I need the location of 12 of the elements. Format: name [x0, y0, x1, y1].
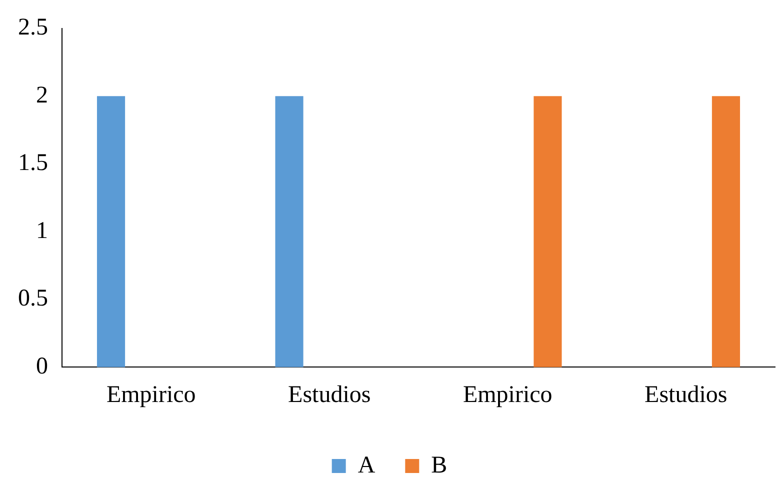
y-tick-label: 2.5	[18, 14, 48, 41]
x-tick-label: Empirico	[462, 382, 552, 408]
legend-label: A	[358, 452, 376, 478]
x-tick-label: Estudios	[644, 382, 728, 408]
y-tick-label: 1.5	[18, 150, 48, 176]
legend-label: B	[431, 452, 448, 478]
y-tick-label: 0.5	[18, 286, 48, 312]
y-tick-label: 2	[36, 82, 48, 108]
x-tick-label: Empirico	[106, 382, 196, 408]
y-tick-label: 0	[36, 353, 48, 380]
y-tick-label: 1	[36, 218, 48, 244]
x-tick-label: Estudios	[288, 382, 371, 408]
